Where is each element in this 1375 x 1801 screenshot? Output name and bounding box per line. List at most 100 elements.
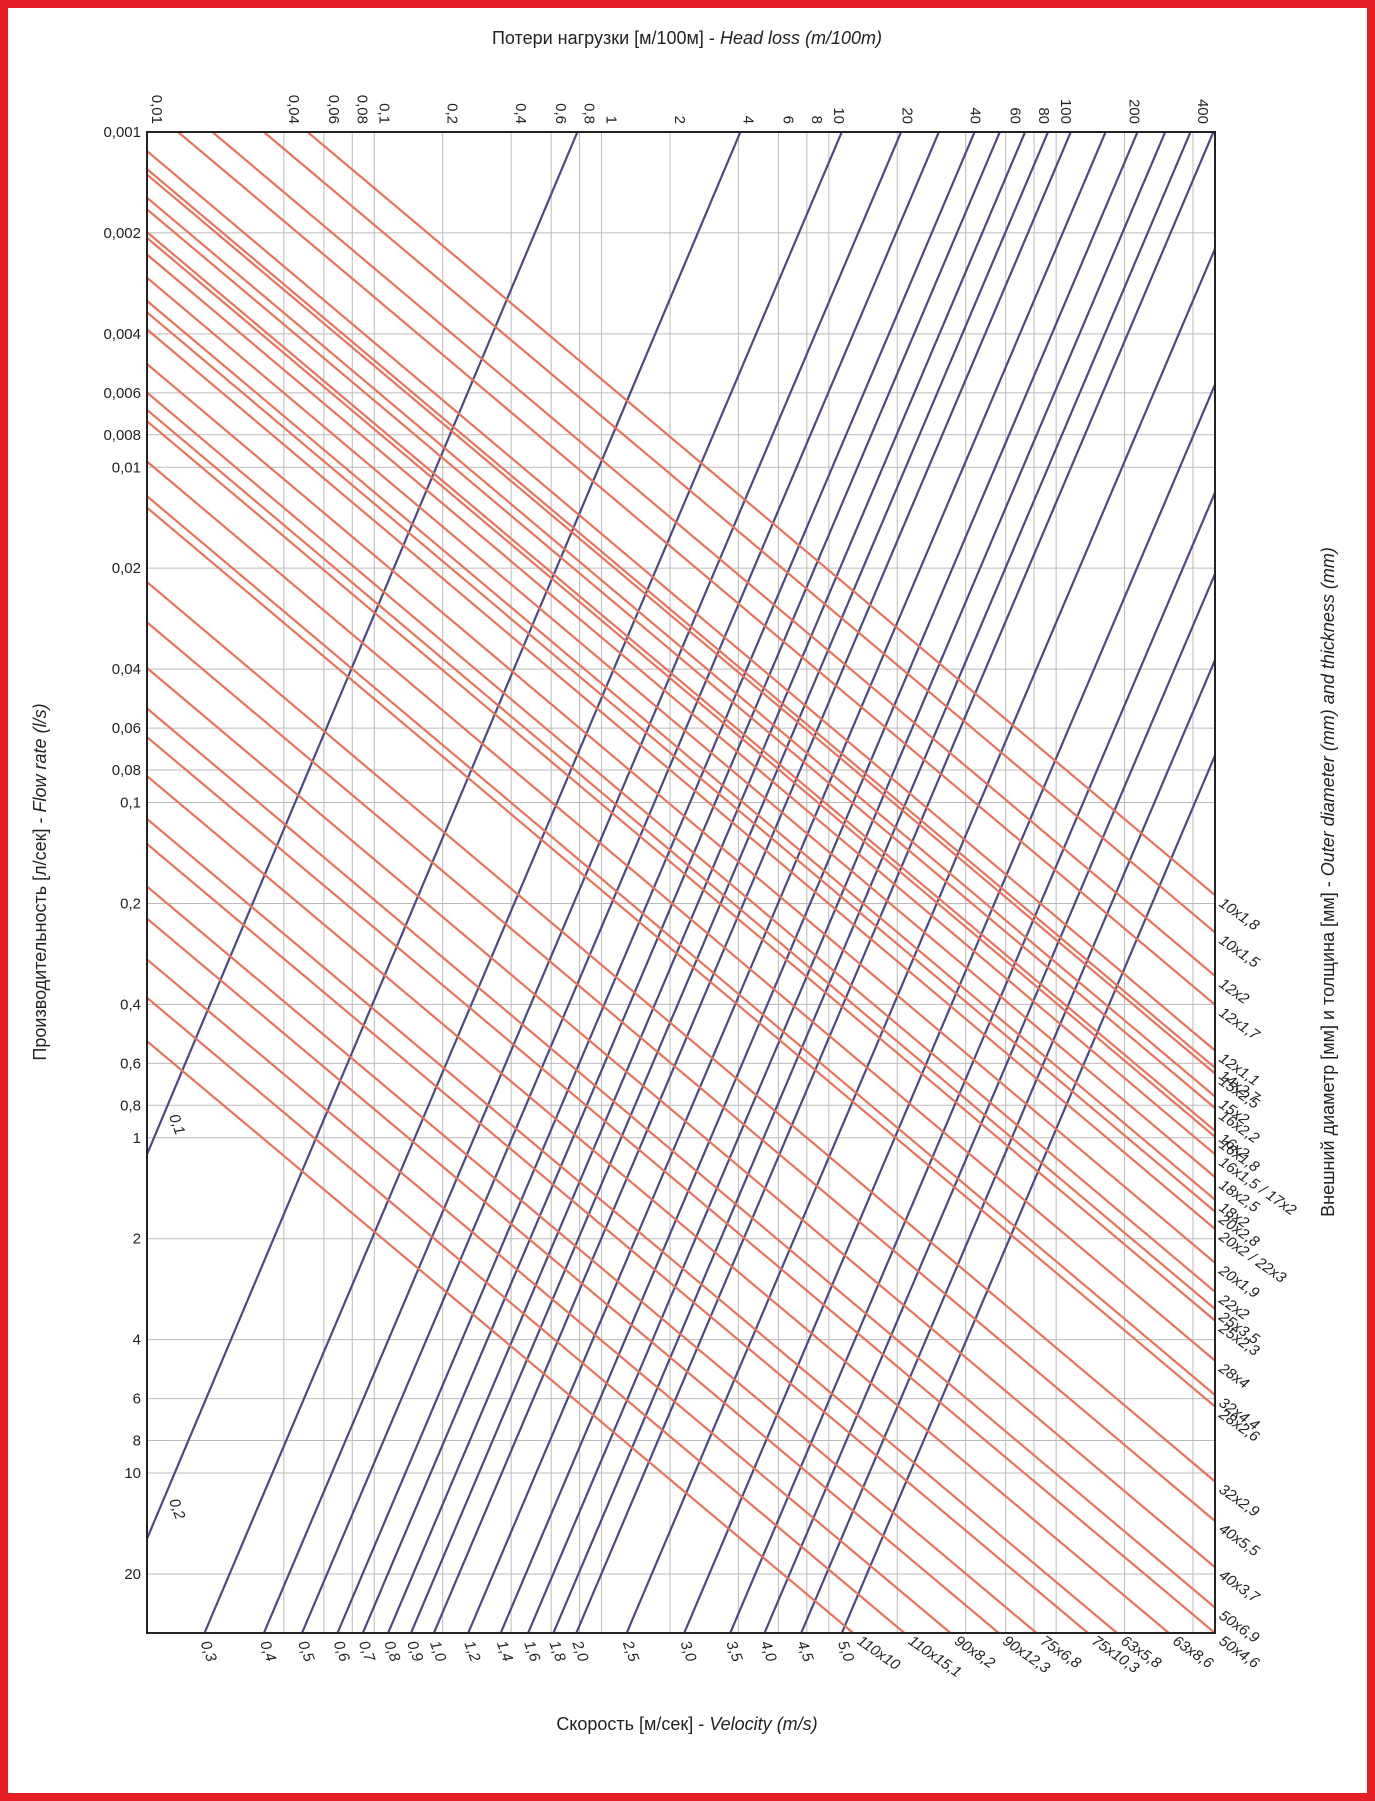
velocity-label: 3,0	[676, 1639, 699, 1665]
left-axis-title: Производительность [л/сек] - Flow rate (…	[30, 703, 50, 1060]
velocity-line	[300, 132, 940, 1633]
pipe-line	[147, 173, 1215, 1075]
plot-border	[146, 131, 1216, 1634]
pipe-label: 10x1,5	[1216, 932, 1263, 972]
x-tick-label: 60	[1007, 107, 1024, 124]
x-tick-label: 20	[898, 107, 915, 124]
x-tick-label: 4	[739, 116, 756, 124]
velocity-label: 2,0	[568, 1638, 592, 1665]
velocity-label: 5,0	[834, 1639, 857, 1665]
pipe-line	[306, 132, 1215, 897]
pipe-line	[147, 843, 1089, 1633]
pipe-line	[147, 667, 1215, 1569]
pipe-line	[147, 237, 1215, 1138]
x-tick-label: 400	[1194, 99, 1211, 124]
pipe-line	[147, 707, 1215, 1609]
pipe-line	[147, 1040, 854, 1633]
y-tick-label: 1	[133, 1130, 141, 1147]
velocity-label: 0,7	[355, 1639, 378, 1665]
grid	[146, 131, 1215, 1633]
x-tick-label: 0,8	[581, 103, 598, 124]
velocity-line	[203, 132, 843, 1633]
pipe-line	[147, 506, 1215, 1408]
velocity-label: 1,4	[493, 1639, 516, 1664]
velocity-line	[467, 132, 1107, 1633]
pipe-label: 10x1,8	[1216, 895, 1263, 935]
y-tick-label: 0,02	[112, 560, 141, 577]
y-tick-label: 0,4	[120, 996, 141, 1013]
y-tick-label: 10	[124, 1465, 141, 1482]
y-tick-label: 0,006	[103, 385, 141, 402]
x-tick-label: 0,6	[552, 103, 569, 124]
velocity-line	[432, 132, 1072, 1633]
velocity-label: 1,2	[460, 1639, 483, 1665]
velocity-line	[527, 132, 1167, 1633]
top-axis-title: Потери нагрузки [м/100м] - Head loss (m/…	[492, 28, 882, 48]
x-tick-label: 200	[1126, 99, 1143, 124]
pipe-label: 40x3,7	[1216, 1567, 1263, 1607]
y-tick-label: 0,004	[103, 326, 141, 343]
velocity-line	[387, 132, 1027, 1633]
pipe-line	[147, 311, 1215, 1213]
velocity-line	[575, 132, 1215, 1633]
velocity-label: 4,5	[793, 1639, 816, 1665]
x-tick-label: 80	[1035, 107, 1052, 124]
y-tick-label: 0,1	[120, 795, 141, 812]
velocity-line	[729, 492, 1215, 1633]
pipe-label: 12x2	[1216, 975, 1253, 1008]
velocity-label: 0,5	[294, 1639, 317, 1665]
y-tick-label: 0,008	[103, 427, 141, 444]
x-tick-label: 0,4	[512, 103, 529, 124]
x-tick-label: 10	[830, 107, 847, 124]
pipe-line	[147, 328, 1215, 1230]
velocity-label: 0,1	[165, 1112, 188, 1137]
velocity-label: 0,9	[403, 1639, 426, 1665]
pipe-line	[147, 168, 1215, 1069]
velocity-label: 1,0	[426, 1639, 449, 1665]
pipe-line	[211, 132, 1215, 977]
velocity-label: 0,3	[197, 1639, 220, 1665]
velocity-label: 3,5	[722, 1639, 745, 1665]
pipe-line	[147, 208, 1215, 1109]
x-tick-label: 8	[808, 116, 825, 124]
x-tick-label: 0,08	[353, 95, 370, 124]
pipe-label: 63x8,6	[1169, 1632, 1216, 1672]
x-tick-label: 100	[1057, 99, 1074, 124]
pipe-line	[147, 775, 1170, 1633]
pipe-line	[147, 885, 1038, 1633]
pipe-label: 28x4	[1215, 1359, 1252, 1392]
velocity-line	[262, 132, 903, 1633]
pipe-line	[147, 420, 1215, 1322]
left-title-en: Flow rate (l/s)	[30, 703, 50, 812]
pipe-line	[147, 495, 1215, 1396]
y-tick-label: 4	[133, 1332, 141, 1349]
bottom-axis-title: Скорость [м/сек] - Velocity (m/s)	[556, 1714, 817, 1734]
pipe-label: 12x1,7	[1216, 1004, 1263, 1044]
x-tick-label: 0,01	[148, 95, 165, 124]
velocity-line	[552, 132, 1192, 1633]
y-tick-label: 6	[133, 1391, 141, 1408]
pipe-line	[147, 408, 1215, 1310]
pipe-line	[147, 958, 952, 1633]
y-tick-label: 0,6	[120, 1055, 141, 1072]
pipe-line	[147, 736, 1215, 1633]
velocity-label: 1,8	[546, 1639, 569, 1665]
pipe-line	[147, 818, 1118, 1633]
velocity-label: 0,6	[330, 1639, 353, 1665]
x-tick-label: 0,2	[444, 103, 461, 124]
y-tick-label: 0,01	[112, 459, 141, 476]
velocity-line	[683, 384, 1215, 1633]
pipe-line	[147, 231, 1215, 1132]
x-tick-label: 0,1	[375, 103, 392, 124]
pipe-line	[177, 132, 1215, 1006]
plot-lines	[147, 132, 1215, 1633]
pipe-line	[263, 132, 1215, 934]
pipe-line	[147, 300, 1215, 1201]
velocity-line	[840, 755, 1215, 1633]
velocity-label: 1,6	[520, 1639, 543, 1665]
y-tick-label: 0,06	[112, 720, 141, 737]
pipe-label: 40x5,5	[1216, 1520, 1263, 1560]
y-tick-label: 2	[133, 1231, 141, 1248]
pipe-line	[147, 276, 1215, 1178]
